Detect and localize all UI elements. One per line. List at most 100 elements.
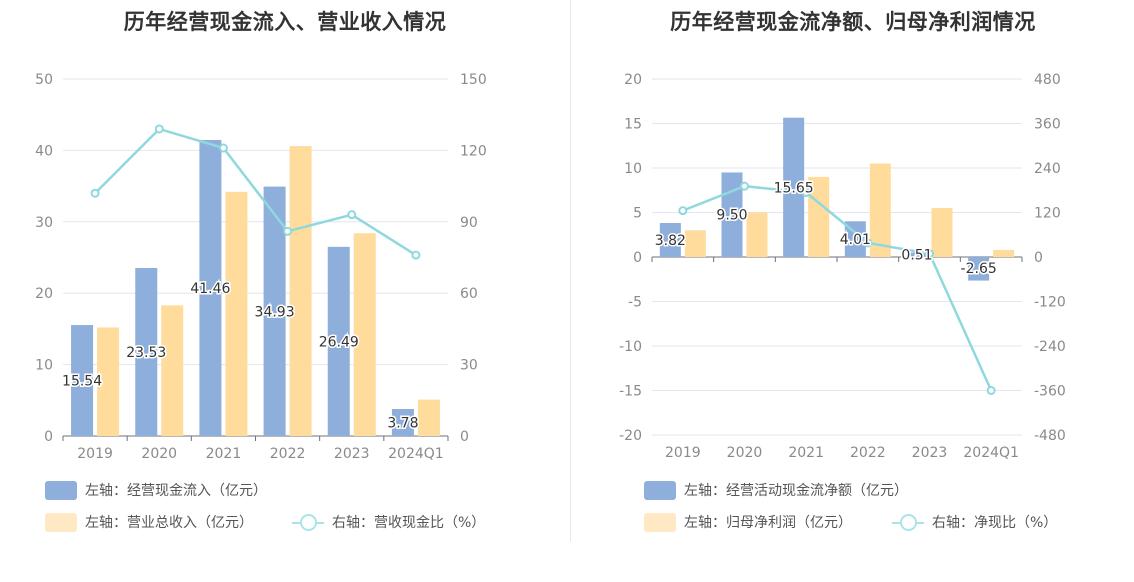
legend-item-revenue[interactable]: 左轴：营业总收入（亿元） xyxy=(45,512,253,532)
legend-line-swatch xyxy=(292,513,324,532)
y-right-tick-label: 30 xyxy=(460,358,478,374)
legend-swatch xyxy=(644,512,676,532)
bar xyxy=(353,233,376,436)
legend-item-net-cash[interactable]: 左轴：经营活动现金流净额（亿元） xyxy=(644,480,908,500)
ratio-line xyxy=(682,184,993,392)
ratio-line xyxy=(94,127,417,257)
legend-item-inflow[interactable]: 左轴：经营现金流入（亿元） xyxy=(45,480,267,500)
chart-canvas: 0 10 20 30 40 50 0 30 60 90 120 150 2019 2020 2021 2022… xyxy=(35,72,487,462)
bar xyxy=(327,246,350,436)
ratio-point xyxy=(90,188,100,198)
ratio-point xyxy=(801,187,811,197)
x-tick-label: 2019 xyxy=(77,446,113,462)
bar xyxy=(263,186,286,436)
legend-swatch xyxy=(45,512,77,532)
bar xyxy=(199,139,222,437)
legend-label: 左轴：营业总收入（亿元） xyxy=(85,515,253,531)
ratio-point xyxy=(740,181,749,191)
bar xyxy=(71,325,94,436)
y-right-tick-label: 0 xyxy=(460,429,469,445)
bar xyxy=(659,223,681,257)
bar-data-label: 15.54 xyxy=(62,374,102,390)
y-left-tick-label: 10 xyxy=(624,161,642,177)
bar xyxy=(906,252,928,257)
bar xyxy=(225,191,248,436)
x-tick-label: 2022 xyxy=(850,445,886,461)
bar-data-label: -2.65 xyxy=(961,261,997,277)
y-right-tick-label: 240 xyxy=(1034,161,1061,177)
bar xyxy=(869,163,891,257)
y-right-tick-label: 360 xyxy=(1034,117,1061,133)
ratio-point xyxy=(678,206,688,216)
bar xyxy=(97,327,120,436)
ratio-point xyxy=(986,386,996,395)
y-left-tick-label: -20 xyxy=(619,428,642,444)
chart-title: 历年经营现金流净额、归母净利润情况 xyxy=(670,10,1036,34)
legend-label: 右轴：营收现金比（%） xyxy=(332,515,486,531)
legend-line-swatch xyxy=(892,513,924,532)
bar xyxy=(993,249,1015,257)
bar xyxy=(289,146,312,436)
y-right-tick-label: 150 xyxy=(460,72,487,88)
bar xyxy=(746,212,768,257)
ratio-point xyxy=(347,210,357,220)
bar-data-label: 9.50 xyxy=(716,208,747,224)
panel-divider xyxy=(570,0,571,542)
chart-canvas: -20 -15 -10 -5 0 5 10 15 20 -480 -360 -240 -120 0 120 2… xyxy=(619,72,1066,461)
bar xyxy=(161,305,184,436)
ratio-point xyxy=(218,143,228,153)
x-tick-label: 2021 xyxy=(788,445,824,461)
ratio-point xyxy=(863,238,873,248)
bar xyxy=(783,117,805,257)
bar xyxy=(931,208,953,257)
y-right-tick-label: 90 xyxy=(460,215,478,231)
y-right-tick-label: 120 xyxy=(1034,206,1061,222)
x-tick-label: 2021 xyxy=(206,446,242,462)
bar xyxy=(684,230,706,257)
x-tick-label: 2022 xyxy=(270,446,306,462)
legend-item-net-profit[interactable]: 左轴：归母净利润（亿元） xyxy=(644,512,852,532)
y-left-tick-label: 5 xyxy=(633,206,642,222)
x-tick-label: 2024Q1 xyxy=(963,445,1019,461)
y-left-tick-label: -15 xyxy=(619,384,642,400)
y-right-tick-label: -120 xyxy=(1034,295,1066,311)
bar xyxy=(135,267,158,436)
ratio-point xyxy=(925,249,934,259)
ratio-point xyxy=(411,250,421,260)
bar-data-label: 4.01 xyxy=(840,232,871,248)
x-tick-label: 2020 xyxy=(727,445,763,461)
bar xyxy=(968,257,990,281)
y-right-tick-label: 60 xyxy=(460,286,478,302)
bar-data-label: 26.49 xyxy=(319,334,359,350)
y-left-tick-label: 30 xyxy=(35,215,53,231)
legend-item-ratio[interactable]: 右轴：营收现金比（%） xyxy=(292,512,485,532)
legend-label: 左轴：经营现金流入（亿元） xyxy=(85,483,267,499)
bar-data-label: 3.78 xyxy=(387,416,418,432)
y-left-tick-label: -5 xyxy=(628,295,642,311)
y-left-tick-label: 20 xyxy=(35,286,53,302)
bar-data-label: 3.82 xyxy=(655,233,686,249)
chart-panel-net-cash: 历年经营现金流净额、归母净利润情况 -20 -15 -10 -5 0 5 10 15 20 -48… xyxy=(572,0,1134,582)
y-left-tick-label: 50 xyxy=(35,72,53,88)
legend-swatch xyxy=(644,480,676,500)
y-left-tick-label: 0 xyxy=(633,250,642,266)
x-tick-label: 2024Q1 xyxy=(388,446,444,462)
legend-label: 左轴：经营活动现金流净额（亿元） xyxy=(684,483,908,499)
bar xyxy=(391,409,414,436)
y-left-tick-label: 0 xyxy=(44,429,53,445)
x-tick-label: 2019 xyxy=(665,445,701,461)
legend-label: 右轴：净现比（%） xyxy=(932,515,1058,531)
y-right-tick-label: -240 xyxy=(1034,339,1066,355)
bar-data-label: 34.93 xyxy=(255,304,295,320)
bar-data-label: 15.65 xyxy=(774,180,814,196)
legend-swatch xyxy=(45,480,77,500)
ratio-point xyxy=(283,226,293,236)
bar-data-label: 41.46 xyxy=(190,281,230,297)
y-right-tick-label: 480 xyxy=(1034,72,1061,88)
y-left-tick-label: 15 xyxy=(624,117,642,133)
legend-item-net-ratio[interactable]: 右轴：净现比（%） xyxy=(892,512,1057,532)
x-tick-label: 2023 xyxy=(912,445,948,461)
y-left-tick-label: 10 xyxy=(35,358,53,374)
y-right-tick-label: -360 xyxy=(1034,384,1066,400)
chart-panel-cash-inflow: 历年经营现金流入、营业收入情况 0 10 20 30 40 50 0 30 60 90 120 150… xyxy=(35,10,487,532)
